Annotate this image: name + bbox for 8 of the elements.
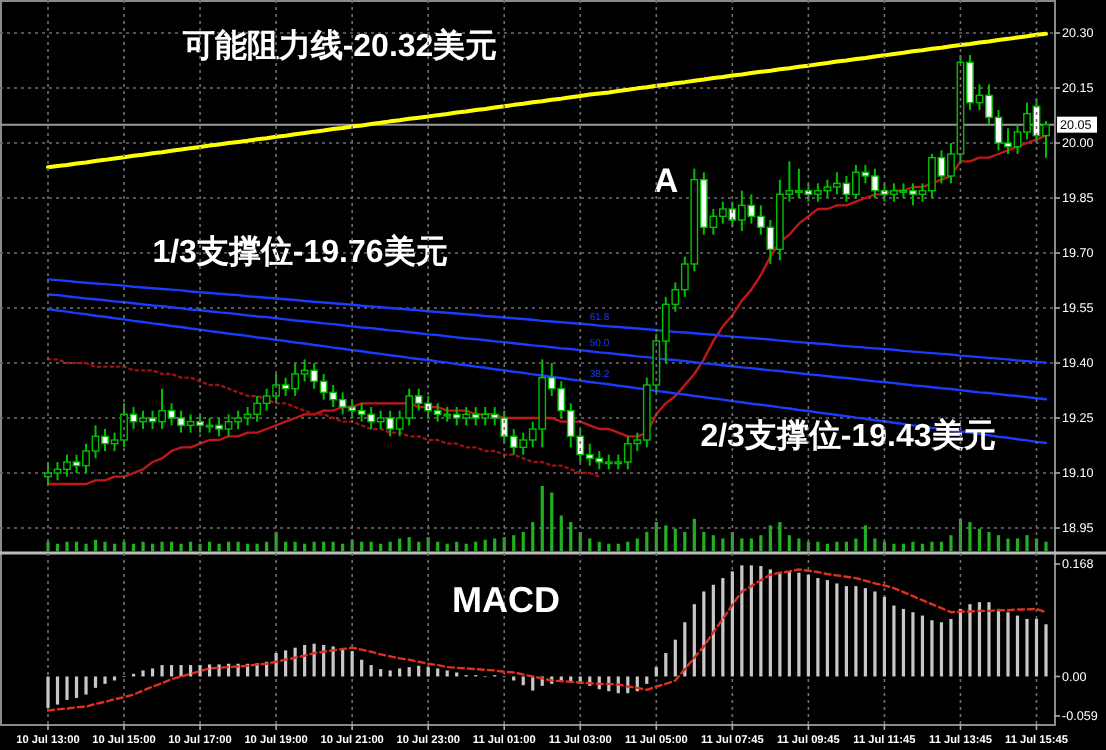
annotation: 可能阻力线-20.32美元	[180, 26, 498, 64]
annotation: 1/3支撑位-19.76美元	[152, 232, 448, 270]
line-series	[46, 568, 1048, 712]
line-series	[46, 31, 1048, 170]
text: MACD	[452, 580, 560, 620]
annotation: A	[653, 162, 679, 200]
line-series	[46, 278, 1048, 364]
line-series	[46, 293, 1048, 401]
